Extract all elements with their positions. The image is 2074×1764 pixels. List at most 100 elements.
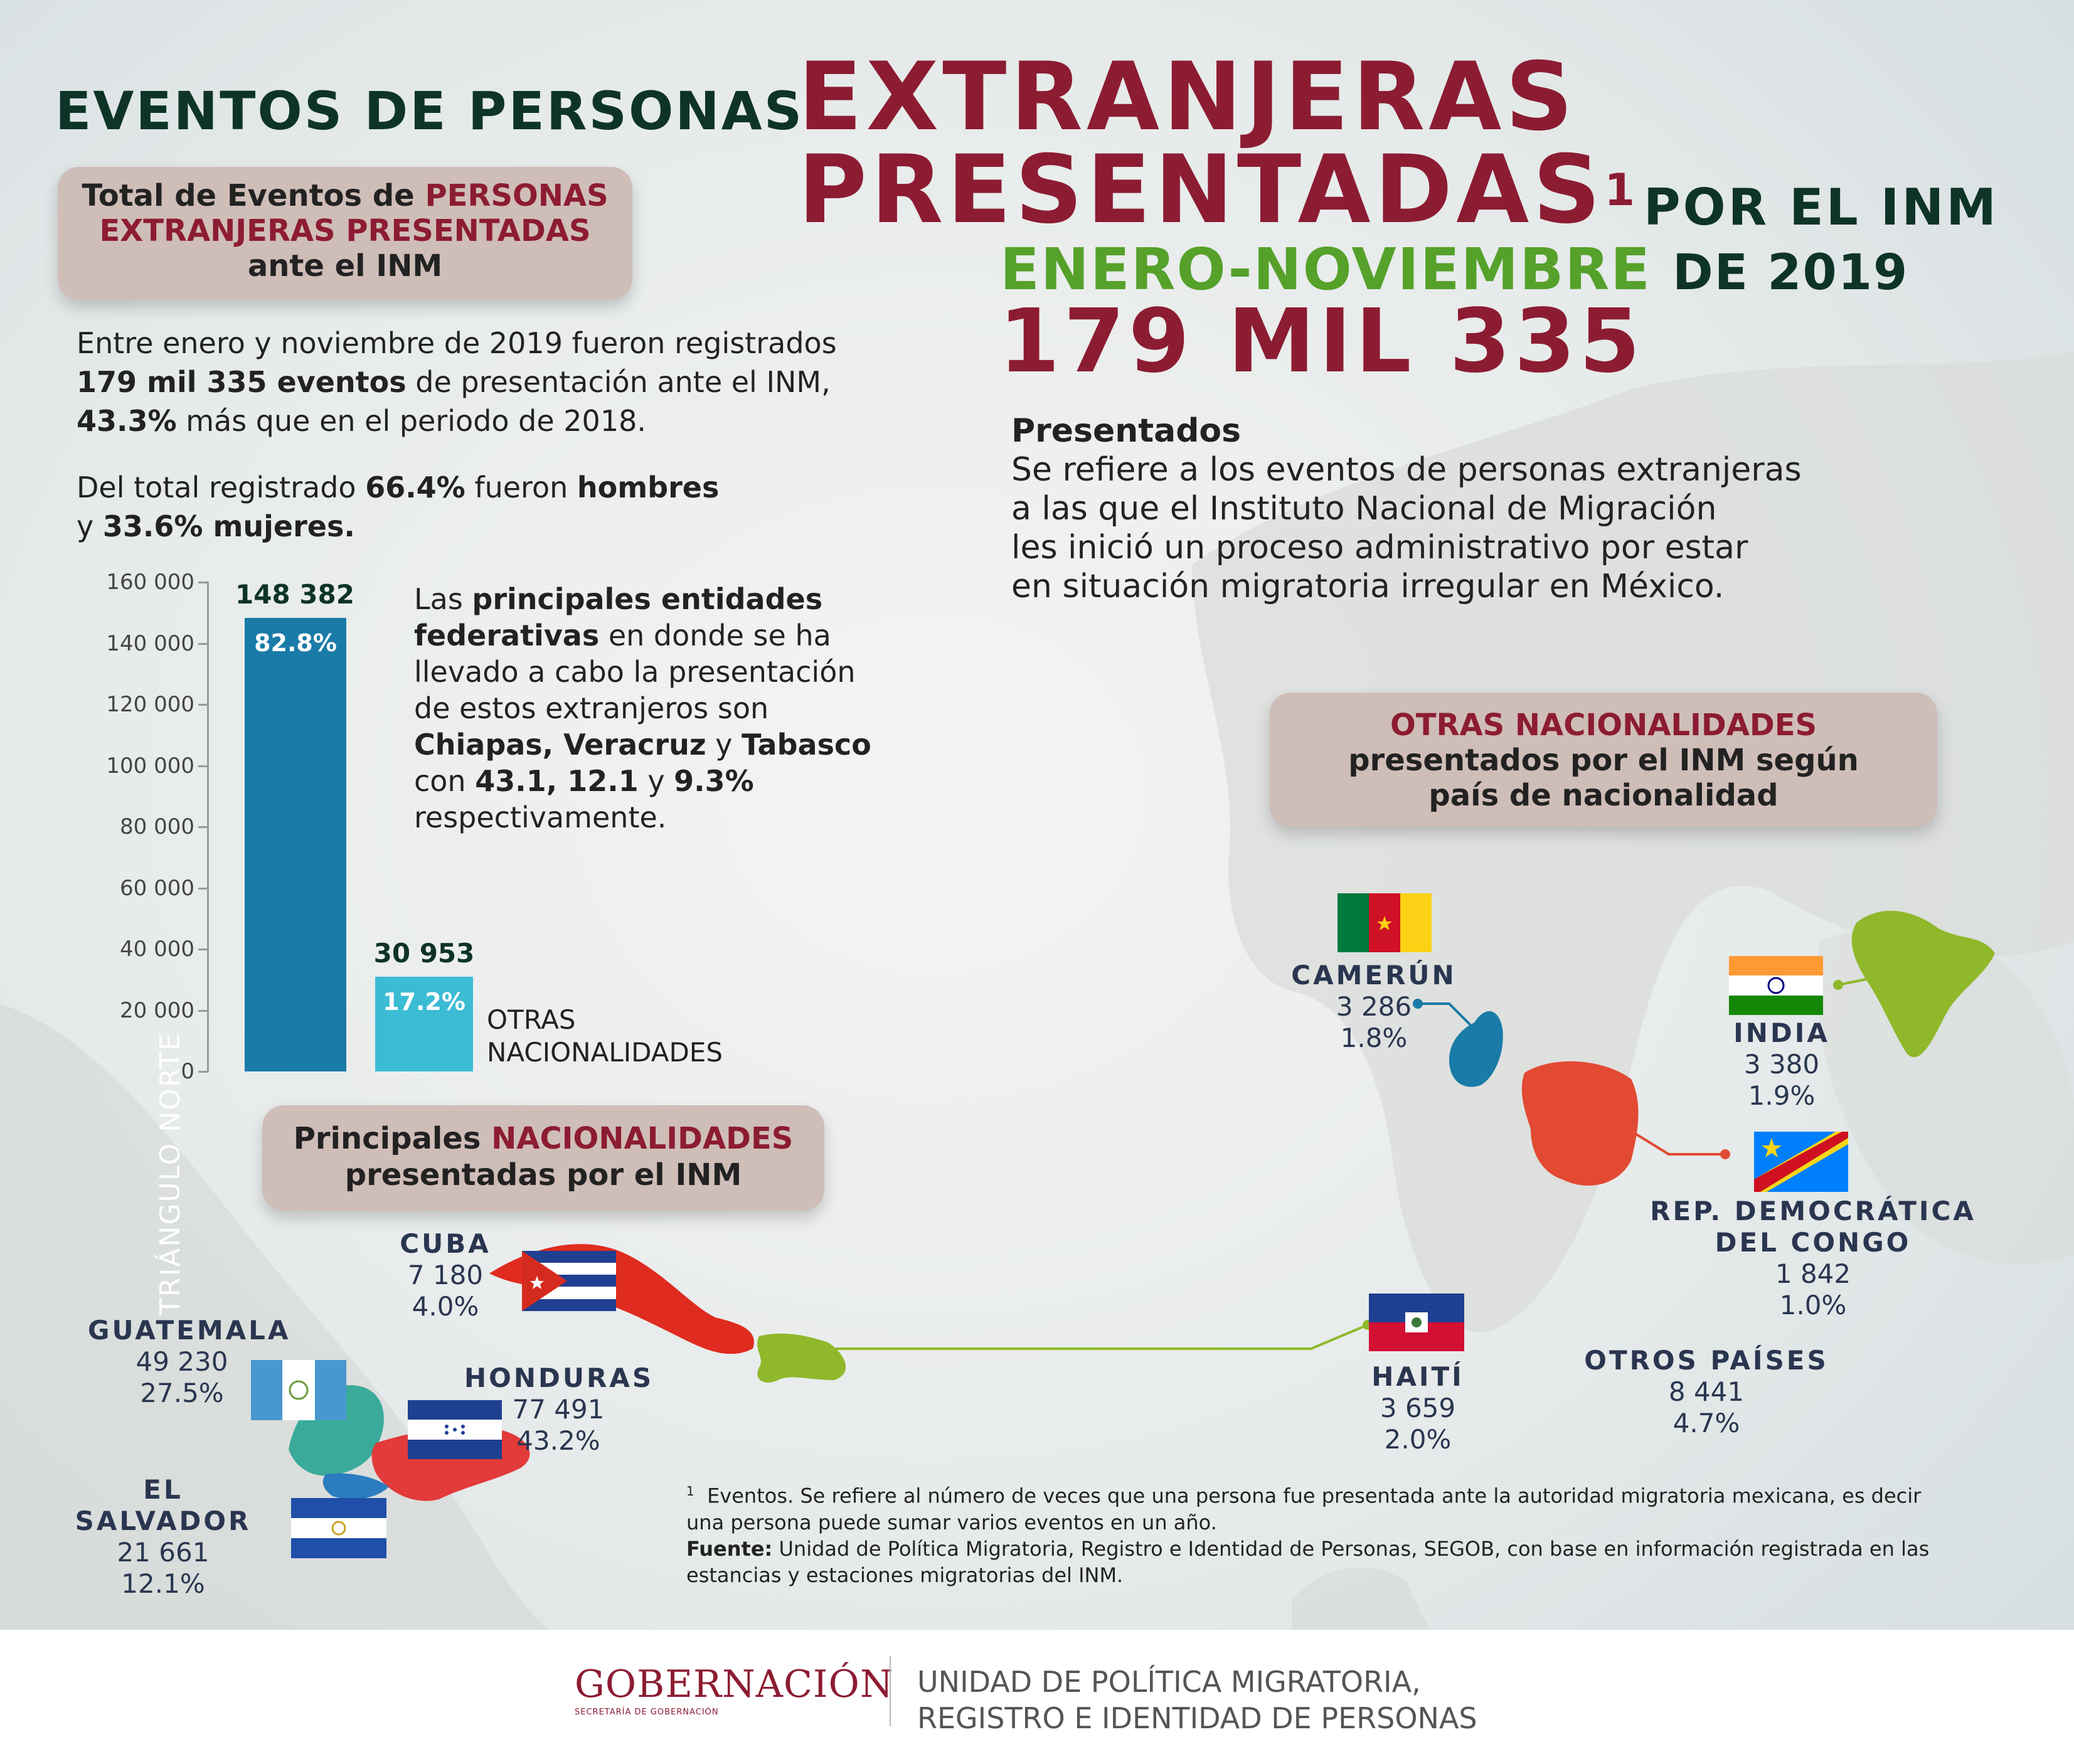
label-guatemala: GUATEMALA 49 230 27.5% (88, 1315, 291, 1409)
y-tick-label: 160 000 (106, 570, 194, 595)
cameroon-flag-icon (1337, 893, 1432, 952)
period-months: ENERO-NOVIEMBRE (1000, 236, 1652, 303)
title-period: ENERO-NOVIEMBRE DE 2019 (1000, 236, 1908, 303)
otros-value: 8 441 (1668, 1376, 1745, 1407)
y-tick-label: 80 000 (120, 814, 194, 839)
summary-p2-a: Del total registrado (77, 470, 366, 504)
otras-box: OTRAS NACIONALIDADES presentados por el … (1270, 693, 1937, 827)
y-tick-mark (198, 582, 208, 583)
title-line1-left: EVENTOS DE PERSONAS (55, 80, 804, 142)
guatemala-pct: 27.5% (140, 1378, 224, 1408)
otros-pct: 4.7% (1672, 1408, 1740, 1438)
note1-l2: una persona puede sumar varios eventos e… (686, 1510, 1217, 1534)
otras-label-l1: OTRAS (487, 1004, 576, 1035)
cuba-pct: 4.0% (412, 1291, 479, 1322)
ent-l2a: federativas (414, 619, 600, 652)
label-otros-paises: OTROS PAÍSES 8 441 4.7% (1581, 1345, 1832, 1439)
y-tick-mark (198, 948, 208, 950)
congo-name1: REP. DEMOCRÁTICA (1650, 1196, 1976, 1226)
camerun-name: CAMERÚN (1291, 960, 1457, 991)
y-tick-mark (198, 1071, 208, 1073)
camerun-pct: 1.8% (1340, 1023, 1408, 1053)
ent-tabasco: Tabasco (742, 728, 871, 762)
honduras-value: 77 491 (512, 1394, 605, 1425)
summary-paragraph: Entre enero y noviembre de 2019 fueron r… (77, 324, 892, 546)
label-haiti: HAITÍ 3 659 2.0% (1355, 1361, 1481, 1455)
footer: GOBERNACIÓN SECRETARÍA DE GOBERNACIÓN UN… (0, 1630, 2074, 1764)
el-salvador-shape (322, 1473, 389, 1499)
guatemala-name: GUATEMALA (88, 1315, 291, 1346)
haiti-connector (834, 1324, 1368, 1350)
bar-percent-label-otras: 17.2% (383, 988, 465, 1016)
haiti-flag-icon (1369, 1294, 1464, 1351)
footnotes: 1 Eventos. Se refiere al número de veces… (686, 1478, 2041, 1588)
note2-l1: Unidad de Política Migratoria, Registro … (772, 1536, 1930, 1561)
title-por-el-inm: POR EL INM (1644, 178, 1999, 236)
y-tick-mark (198, 704, 208, 706)
label-india: INDIA 3 380 1.9% (1719, 1017, 1844, 1112)
principales-l1b: NACIONALIDADES (491, 1121, 794, 1156)
ent-y2: y (638, 764, 674, 798)
logo-subtext: SECRETARÍA DE GOBERNACIÓN (575, 1708, 719, 1717)
summary-men: hombres (577, 470, 720, 504)
cameroon-shape (1449, 1011, 1503, 1087)
el-salvador-name: EL SALVADOR (75, 1474, 252, 1536)
summary-total-bold: 179 mil 335 eventos (77, 365, 407, 399)
gobernacion-logo: GOBERNACIÓN SECRETARÍA DE GOBERNACIÓN (575, 1662, 893, 1717)
y-tick-label: 20 000 (120, 997, 194, 1023)
haiti-name: HAITÍ (1371, 1361, 1464, 1392)
principales-l1a: Principales (293, 1121, 492, 1156)
y-tick-label: 100 000 (106, 753, 194, 778)
box-line1a: Total de Eventos de (82, 178, 425, 213)
label-honduras: HONDURAS 77 491 43.2% (464, 1363, 652, 1457)
ent-l1a: Las (414, 582, 472, 616)
box-line3: ante el INM (247, 248, 443, 284)
otros-name: OTROS PAÍSES (1584, 1345, 1829, 1376)
presentados-l3: les inició un proceso administrativo por… (1011, 529, 1748, 566)
footer-unit-l1: UNIDAD DE POLÍTICA MIGRATORIA, (917, 1665, 1421, 1699)
title-line1-right: EXTRANJERAS (798, 43, 1577, 152)
el-salvador-flag-icon (291, 1498, 386, 1558)
label-el-salvador: EL SALVADOR 21 661 12.1% (50, 1474, 276, 1600)
summary-p2-e: y (77, 509, 103, 543)
summary-l1: Entre enero y noviembre de 2019 fueron r… (77, 326, 837, 360)
haiti-value: 3 659 (1380, 1393, 1456, 1423)
congo-pct: 1.0% (1779, 1290, 1847, 1320)
y-axis-labels: 0 20 000 40 000 60 000 80 000 100 000 120 000 1… (63, 565, 194, 1092)
el-salvador-value: 21 661 (117, 1537, 210, 1568)
footer-unit: UNIDAD DE POLÍTICA MIGRATORIA, REGISTRO … (917, 1664, 1477, 1736)
y-tick-mark (198, 642, 208, 645)
otras-l2: presentados por el INM según (1348, 743, 1859, 778)
principales-l2: presentadas por el INM (344, 1157, 742, 1193)
ent-pcts: 43.1, 12.1 (475, 764, 639, 798)
guatemala-flag-icon (251, 1360, 346, 1420)
ent-l1b: principales entidades (472, 582, 823, 616)
presentados-l2: a las que el Instituto Nacional de Migra… (1011, 490, 1717, 528)
cuba-flag-icon (522, 1251, 616, 1311)
otras-label-l2: NACIONALIDADES (487, 1037, 723, 1068)
india-pct: 1.9% (1748, 1080, 1816, 1111)
y-tick-label: 40 000 (120, 937, 194, 962)
y-tick-label: 60 000 (120, 875, 194, 901)
y-tick-label: 0 (181, 1059, 194, 1084)
presentados-title: Presentados (1011, 412, 1242, 450)
presentados-definition: Presentados Se refiere a los eventos de … (1011, 412, 1952, 606)
cuba-value: 7 180 (407, 1260, 484, 1290)
congo-flag-icon (1754, 1132, 1848, 1192)
title-line2: PRESENTADAS1 (798, 143, 1639, 237)
ent-con: con (414, 764, 476, 798)
haiti-pct: 2.0% (1384, 1424, 1452, 1455)
ent-l4: de estos extranjeros son (414, 691, 769, 725)
total-events: 179 MIL 335 (999, 290, 1644, 393)
footnote-mark: 1 (686, 1484, 694, 1499)
ent-resp: respectivamente. (414, 800, 667, 834)
note1-l1: Eventos. Se refiere al número de veces q… (707, 1484, 1922, 1508)
label-congo: REP. DEMOCRÁTICA DEL CONGO 1 842 1.0% (1644, 1196, 1982, 1321)
congo-shape (1521, 1061, 1639, 1186)
ent-l3: llevado a cabo la presentación (414, 655, 856, 689)
principales-box: Principales NACIONALIDADES presentadas p… (262, 1105, 824, 1211)
y-tick-mark (198, 765, 208, 767)
bar-value-label-triangulo: 148 382 (235, 578, 354, 610)
summary-p2-c: fueron (465, 470, 577, 504)
africa-asia-map (1413, 910, 1995, 1186)
